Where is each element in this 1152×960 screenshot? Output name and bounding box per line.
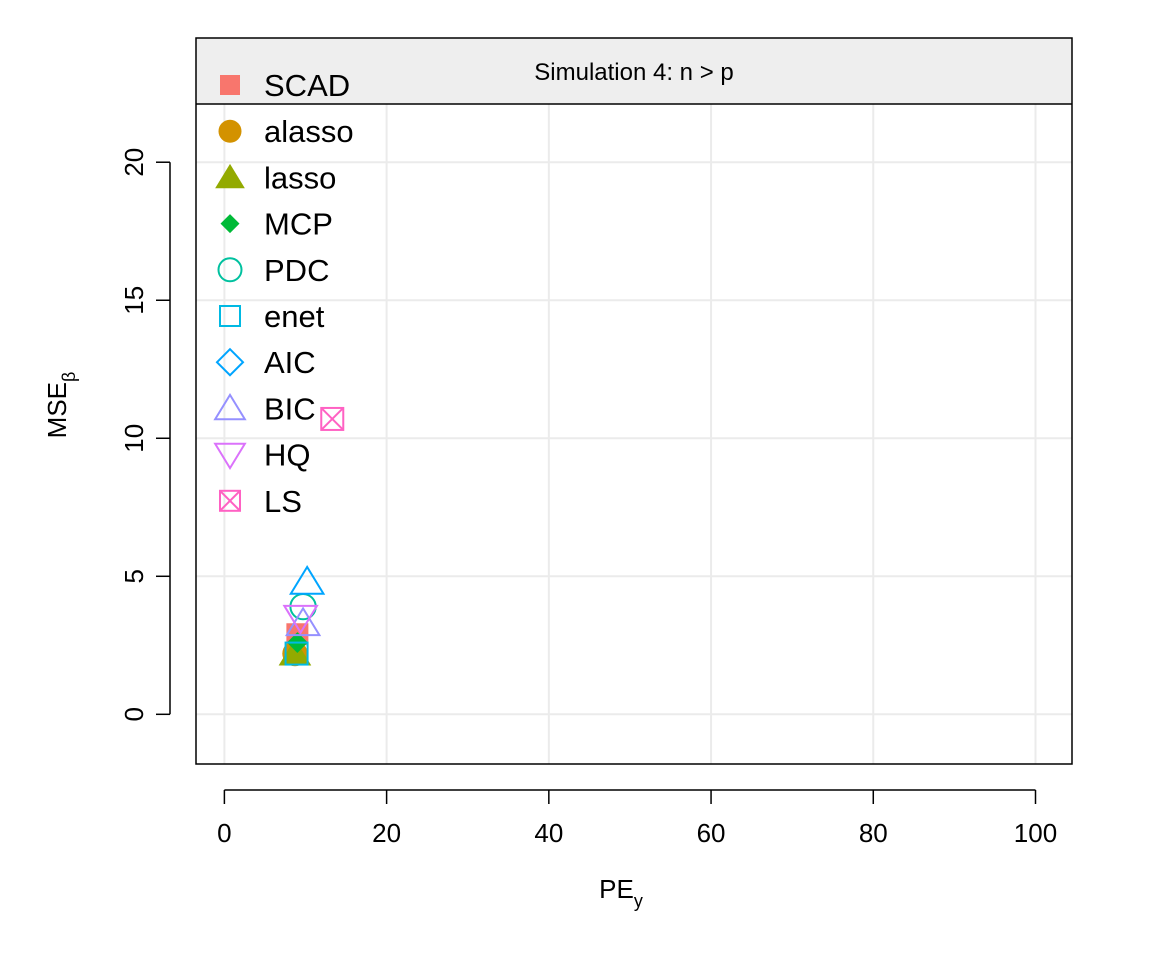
- legend-label-enet: enet: [264, 299, 325, 334]
- y-tick-label: 10: [119, 424, 149, 453]
- legend-key-pdc: [217, 257, 243, 283]
- x-axis-title: PEy: [599, 874, 643, 911]
- y-axis: 0 5 10 15 20: [119, 148, 171, 722]
- legend-key-hq: [213, 442, 247, 471]
- y-axis-title: MSEβ: [42, 372, 79, 439]
- point-aic: [289, 565, 326, 595]
- point-enet: [284, 641, 309, 666]
- x-axis: 0 20 40 60 80 100: [217, 789, 1057, 848]
- legend-label-alasso: alasso: [264, 114, 354, 149]
- panel-title-strip: [196, 38, 1072, 104]
- x-tick-label: 20: [372, 818, 401, 848]
- y-axis-title-main: MSE: [42, 382, 72, 438]
- legend-label-mcp: MCP: [264, 207, 333, 242]
- legend: SCAD alasso lasso MCP PDC enet AIC BIC HQ LS: [213, 68, 354, 519]
- legend-label-hq: HQ: [264, 438, 311, 473]
- legend-label-lasso: lasso: [264, 160, 336, 195]
- point-ls: [320, 406, 345, 431]
- legend-key-lasso: [215, 163, 245, 189]
- legend-label-aic: AIC: [264, 345, 316, 380]
- legend-key-aic: [215, 347, 245, 377]
- x-tick-label: 100: [1014, 818, 1057, 848]
- legend-key-enet: [219, 305, 241, 327]
- x-tick-label: 40: [534, 818, 563, 848]
- data-points: [278, 406, 345, 667]
- panel-title: Simulation 4: n > p: [534, 59, 733, 86]
- x-tick-label: 60: [697, 818, 726, 848]
- legend-key-mcp: [220, 214, 240, 234]
- plot-border: [195, 37, 1073, 765]
- y-tick-label: 20: [119, 148, 149, 177]
- x-tick-label: 0: [217, 818, 231, 848]
- legend-label-pdc: PDC: [264, 253, 329, 288]
- point-lasso: [278, 638, 312, 666]
- grid-lines: [196, 38, 1072, 764]
- y-tick-label: 15: [119, 286, 149, 315]
- legend-key-ls: [219, 489, 241, 512]
- x-axis-title-sub: y: [634, 891, 643, 911]
- legend-key-bic: [213, 392, 247, 421]
- y-tick-label: 5: [119, 569, 149, 583]
- legend-label-ls: LS: [264, 484, 302, 519]
- x-tick-label: 80: [859, 818, 888, 848]
- legend-key-scad: [220, 75, 240, 95]
- legend-key-alasso: [218, 119, 242, 143]
- legend-label-scad: SCAD: [264, 68, 350, 103]
- legend-label-bic: BIC: [264, 391, 316, 426]
- point-hq: [282, 604, 319, 635]
- y-axis-title-sub: β: [59, 372, 79, 382]
- y-tick-label: 0: [119, 707, 149, 721]
- x-axis-title-main: PE: [599, 874, 634, 904]
